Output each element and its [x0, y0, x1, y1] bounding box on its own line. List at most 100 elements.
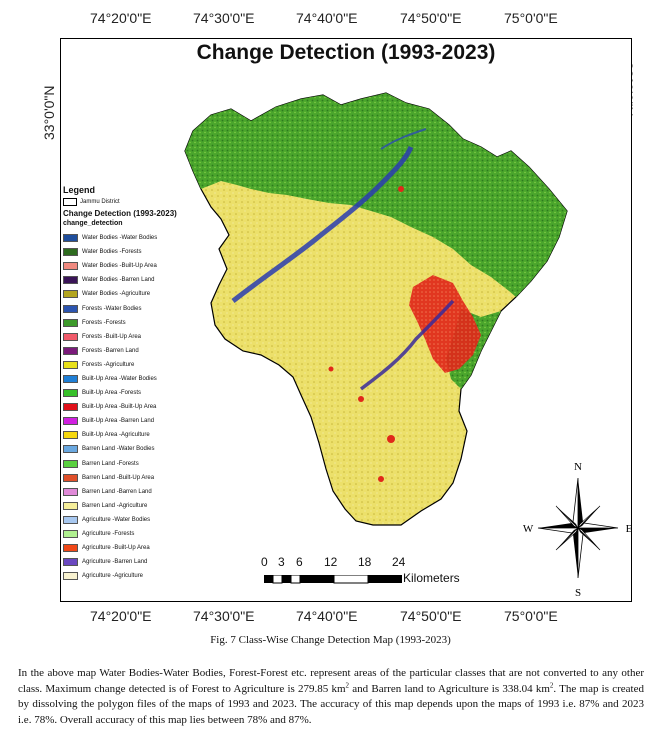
legend-item: Forests -Built-Up Area [63, 330, 181, 344]
legend-item: Forests -Water Bodies [63, 301, 181, 315]
legend-item: Water Bodies -Agriculture [63, 287, 181, 301]
legend-swatch [63, 572, 78, 581]
legend-item: Barren Land -Built-Up Area [63, 471, 181, 485]
scale-bar-graphic [264, 575, 402, 584]
legend-item: Built-Up Area -Forests [63, 386, 181, 400]
river-chenab [231, 145, 414, 303]
legend-item: Barren Land -Forests [63, 457, 181, 471]
scale-tick-18: 18 [358, 555, 372, 569]
paragraph-part-2: and Barren land to Agriculture is 338.04… [349, 682, 550, 695]
legend-item: Water Bodies -Barren Land [63, 273, 181, 287]
legend-swatch [63, 304, 78, 313]
legend-item-label: Forests -Built-Up Area [82, 333, 142, 340]
graticule-bottom-5: 75°0'0"E [504, 608, 558, 624]
legend-item-label: Water Bodies -Built-Up Area [82, 263, 157, 270]
legend-swatch [63, 501, 78, 510]
legend-item: Agriculture -Agriculture [63, 569, 181, 583]
legend-item: Built-Up Area -Built-Up Area [63, 400, 181, 414]
legend-swatch [63, 290, 78, 299]
legend-item-label: Built-Up Area -Water Bodies [82, 375, 157, 382]
legend-item-label: Agriculture -Built-Up Area [82, 545, 150, 552]
legend-item: Water Bodies -Built-Up Area [63, 259, 181, 273]
legend-item-label: Built-Up Area -Agriculture [82, 432, 150, 439]
legend-item: Built-Up Area -Water Bodies [63, 372, 181, 386]
legend-item-label: Agriculture -Forests [82, 531, 135, 538]
graticule-bottom-2: 74°30'0"E [193, 608, 255, 624]
scale-tick-3: 3 [278, 555, 285, 569]
legend-item-label: Agriculture -Water Bodies [82, 516, 151, 523]
legend-swatch [63, 234, 78, 243]
superscript-1: 2 [345, 680, 350, 689]
paragraph-part-3: . The map is created by dissolving the p… [18, 682, 644, 726]
legend-item: Barren Land -Agriculture [63, 499, 181, 513]
legend-item-label: Built-Up Area -Barren Land [82, 418, 155, 425]
paragraph-part-1: In the above map Water Bodies-Water Bodi… [18, 667, 644, 695]
legend-swatch [63, 431, 78, 440]
north-label: N [574, 461, 582, 473]
legend-swatch [63, 403, 78, 412]
legend-item: Agriculture -Barren Land [63, 555, 181, 569]
legend-item: Agriculture -Built-Up Area [63, 541, 181, 555]
legend-item: Forests -Forests [63, 316, 181, 330]
graticule-top-3: 74°40'0"E [296, 10, 358, 26]
legend-item-label: Built-Up Area -Built-Up Area [82, 404, 157, 411]
legend-item: Barren Land -Water Bodies [63, 442, 181, 456]
map-frame: Change Detection (1993-2023) Legend Jamm… [60, 38, 632, 602]
west-label: W [523, 523, 534, 535]
legend-item-label: Agriculture -Barren Land [82, 559, 148, 566]
legend-swatch [63, 360, 78, 369]
legend-item-label: Barren Land -Barren Land [82, 488, 152, 495]
legend-swatch [63, 530, 78, 539]
legend-item-label: Water Bodies -Barren Land [82, 277, 155, 284]
scale-tick-0: 0 [261, 555, 268, 569]
legend-item: Agriculture -Water Bodies [63, 513, 181, 527]
legend-swatch [63, 262, 78, 271]
legend-subtitle: Change Detection (1993-2023) [63, 209, 177, 218]
legend-item: Agriculture -Forests [63, 527, 181, 541]
legend-item-label: Forests -Barren Land [82, 347, 139, 354]
legend-swatch [63, 276, 78, 285]
legend-swatch [63, 515, 78, 524]
graticule-top-5: 75°0'0"E [504, 10, 558, 26]
legend-item: Forests -Barren Land [63, 344, 181, 358]
legend-swatch [63, 389, 78, 398]
legend-item-label: Water Bodies -Water Bodies [82, 235, 158, 242]
legend-item-label: Agriculture -Agriculture [82, 573, 144, 580]
legend-item-label: Barren Land -Built-Up Area [82, 474, 155, 481]
boundary-swatch [63, 198, 77, 206]
forest-zone-north [185, 93, 567, 297]
legend-field-name: change_detection [63, 220, 123, 227]
legend-item-label: Forests -Forests [82, 319, 126, 326]
legend-item: Water Bodies -Water Bodies [63, 231, 181, 245]
legend-item: Barren Land -Barren Land [63, 485, 181, 499]
legend-item-label: Water Bodies -Forests [82, 249, 142, 256]
legend-boundary-entry: Jammu District [63, 198, 181, 206]
legend-swatch [63, 473, 78, 482]
river-north [380, 128, 427, 150]
change-detection-map [184, 92, 568, 526]
legend-swatch [63, 417, 78, 426]
river-tawi [359, 299, 455, 391]
north-arrow-icon: N S E W [523, 461, 632, 599]
legend-swatch [63, 346, 78, 355]
legend-swatch [63, 445, 78, 454]
legend-swatch [63, 374, 78, 383]
legend-item-label: Built-Up Area -Forests [82, 390, 142, 397]
legend-item-label: Forests -Agriculture [82, 361, 135, 368]
legend-item: Forests -Agriculture [63, 358, 181, 372]
legend-item: Built-Up Area -Agriculture [63, 428, 181, 442]
legend-item-label: Water Bodies -Agriculture [82, 291, 151, 298]
graticule-bottom-4: 74°50'0"E [400, 608, 462, 624]
graticule-top-1: 74°20'0"E [90, 10, 152, 26]
legend-item: Built-Up Area -Barren Land [63, 414, 181, 428]
figure-caption: Fig. 7 Class-Wise Change Detection Map (… [210, 634, 451, 646]
legend-swatch [63, 248, 78, 257]
east-label: E [626, 523, 632, 535]
legend-swatch [63, 544, 78, 553]
graticule-bottom-1: 74°20'0"E [90, 608, 152, 624]
legend-items: Water Bodies -Water Bodies Water Bodies -… [63, 231, 181, 583]
scale-tick-6: 6 [296, 555, 303, 569]
scale-tick-12: 12 [324, 555, 338, 569]
scale-unit: Kilometers [403, 571, 460, 585]
scale-tick-24: 24 [392, 555, 406, 569]
